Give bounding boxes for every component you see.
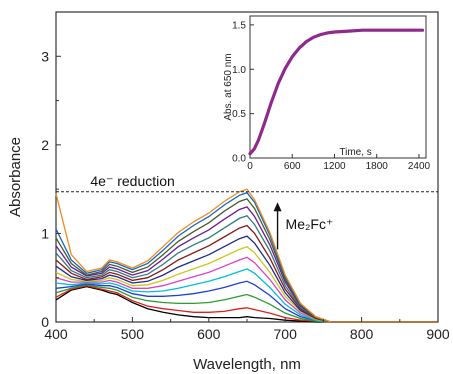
- inset-x-tick-label: 2400: [408, 161, 431, 172]
- y-tick-label: 0: [41, 314, 49, 330]
- inset-x-tick-label: 600: [284, 161, 301, 172]
- inset-x-axis-label: Time, s: [339, 147, 371, 158]
- inset-x-tick-label: 1800: [366, 161, 389, 172]
- y-tick-label: 2: [41, 137, 49, 153]
- y-tick-label: 3: [41, 48, 49, 64]
- x-tick-label: 500: [121, 326, 145, 342]
- inset-series-group: [248, 28, 425, 156]
- y-tick-label: 1: [41, 225, 49, 241]
- kinetic-trace-line: [248, 28, 425, 156]
- oxidant-label: Me₂Fc⁺: [286, 216, 334, 232]
- x-tick-label: 800: [350, 326, 374, 342]
- inset-y-axis-label: Abs. at 650 nm: [223, 53, 234, 120]
- oxidant-arrow-head: [273, 202, 282, 212]
- spectrum-series-line: [55, 188, 438, 323]
- x-tick-label: 700: [274, 326, 298, 342]
- spectrum-series-line: [55, 268, 438, 323]
- reduction-label: 4e⁻ reduction: [90, 173, 174, 189]
- inset-y-tick-label: 0.0: [232, 154, 246, 165]
- x-tick-label: 600: [197, 326, 221, 342]
- spectrum-series-line: [55, 284, 438, 323]
- inset-y-tick-label: 0.5: [232, 109, 246, 120]
- x-tick-label: 900: [426, 326, 450, 342]
- main-axis-ticks: 400 500 600 700 800 900 0 1 2 3: [41, 48, 450, 342]
- inset-axis-ticks: 0 600 1200 1800 2400 0.0 0.5 1.0 1.5: [232, 20, 430, 172]
- inset-y-tick-label: 1.0: [232, 65, 246, 76]
- main-series-group: [55, 188, 438, 323]
- spectrum-series-line: [55, 198, 438, 323]
- x-tick-label: 400: [44, 326, 68, 342]
- inset-x-tick-label: 1200: [323, 161, 346, 172]
- spectrum-series-line: [55, 224, 438, 323]
- inset-x-tick-label: 0: [247, 161, 253, 172]
- inset-y-tick-label: 1.5: [232, 20, 246, 31]
- inset-plot-frame: [249, 15, 427, 159]
- inset-plot: 0 600 1200 1800 2400 0.0 0.5 1.0 1.5 Time, s Abs…: [223, 15, 431, 172]
- spectrum-series-line: [55, 285, 438, 323]
- main-y-axis-label: Absorbance: [7, 137, 24, 217]
- main-x-axis-label: Wavelength, nm: [193, 356, 301, 373]
